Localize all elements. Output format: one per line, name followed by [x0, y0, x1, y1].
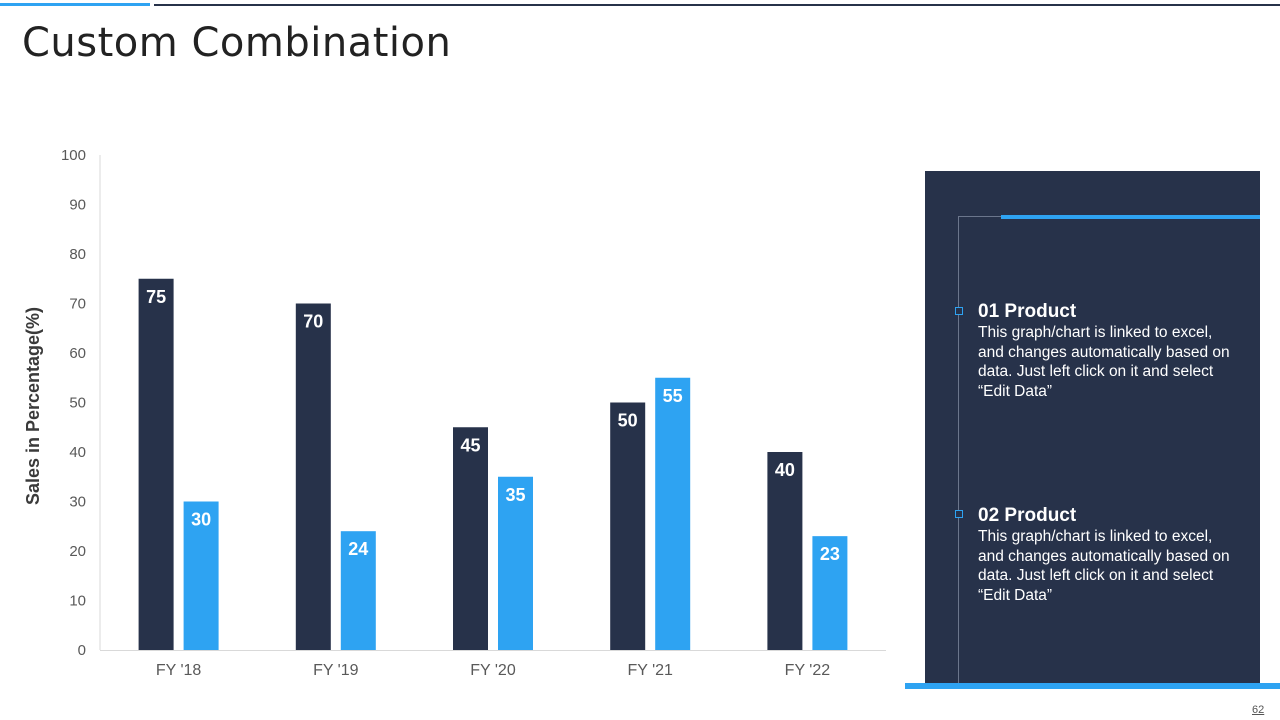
product-item-description: This graph/chart is linked to excel, and… — [978, 324, 1230, 400]
y-tick-label: 20 — [69, 543, 86, 560]
top-accent-rule — [0, 3, 150, 6]
data-label: 23 — [820, 544, 840, 564]
y-tick-label: 70 — [69, 296, 86, 313]
bar — [767, 452, 803, 650]
panel-timeline-line — [958, 217, 959, 685]
y-tick-label: 40 — [69, 444, 86, 461]
x-tick-label: FY '18 — [156, 662, 202, 679]
bullet-marker-icon — [955, 307, 963, 315]
y-tick-label: 90 — [69, 197, 86, 214]
y-tick-label: 100 — [61, 147, 86, 164]
panel-connector-line — [958, 216, 1002, 217]
data-label: 40 — [775, 460, 795, 480]
data-label: 24 — [348, 539, 368, 559]
bar — [498, 476, 533, 650]
product-item-1: 01 Product This graph/chart is linked to… — [978, 301, 1238, 401]
bullet-marker-icon — [955, 510, 963, 518]
bar — [655, 377, 691, 650]
y-axis-title: Sales in Percentage(%) — [23, 306, 43, 506]
bar — [138, 278, 174, 650]
product-item-description: This graph/chart is linked to excel, and… — [978, 528, 1230, 604]
x-tick-label: FY '21 — [627, 662, 673, 679]
y-tick-label: 10 — [69, 593, 86, 610]
bar-chart[interactable]: 0 10 20 30 40 50 60 70 80 90 100 FY '18 75 30 FY '19 70… — [0, 140, 900, 700]
y-tick-label: 60 — [69, 345, 86, 362]
data-label: 75 — [146, 287, 166, 307]
bar — [610, 402, 646, 650]
y-tick-label: 30 — [69, 494, 86, 511]
y-tick-label: 50 — [69, 395, 86, 412]
data-label: 45 — [460, 435, 480, 455]
data-label: 35 — [505, 485, 525, 505]
legend-panel — [925, 171, 1260, 684]
data-label: 30 — [191, 510, 211, 530]
y-tick-label: 80 — [69, 246, 86, 263]
y-tick-label: 0 — [78, 642, 86, 659]
product-item-title: 02 Product — [978, 505, 1077, 526]
data-label: 70 — [303, 312, 323, 332]
bar — [340, 531, 376, 650]
x-tick-label: FY '19 — [313, 662, 359, 679]
bar — [183, 501, 219, 650]
product-item-title: 01 Product — [978, 301, 1077, 322]
bar — [812, 536, 848, 650]
data-label: 55 — [663, 386, 683, 406]
bottom-accent-bar — [905, 683, 1280, 689]
product-item-2: 02 Product This graph/chart is linked to… — [978, 505, 1238, 605]
x-tick-label: FY '22 — [785, 662, 831, 679]
data-label: 50 — [618, 411, 638, 431]
bar — [295, 303, 331, 650]
x-tick-label: FY '20 — [470, 662, 516, 679]
page-number: 62 — [1252, 704, 1265, 716]
top-dark-rule — [154, 4, 1280, 6]
slide-title: Custom Combination — [22, 20, 452, 66]
bar — [453, 427, 488, 650]
panel-accent-line — [1001, 215, 1260, 219]
